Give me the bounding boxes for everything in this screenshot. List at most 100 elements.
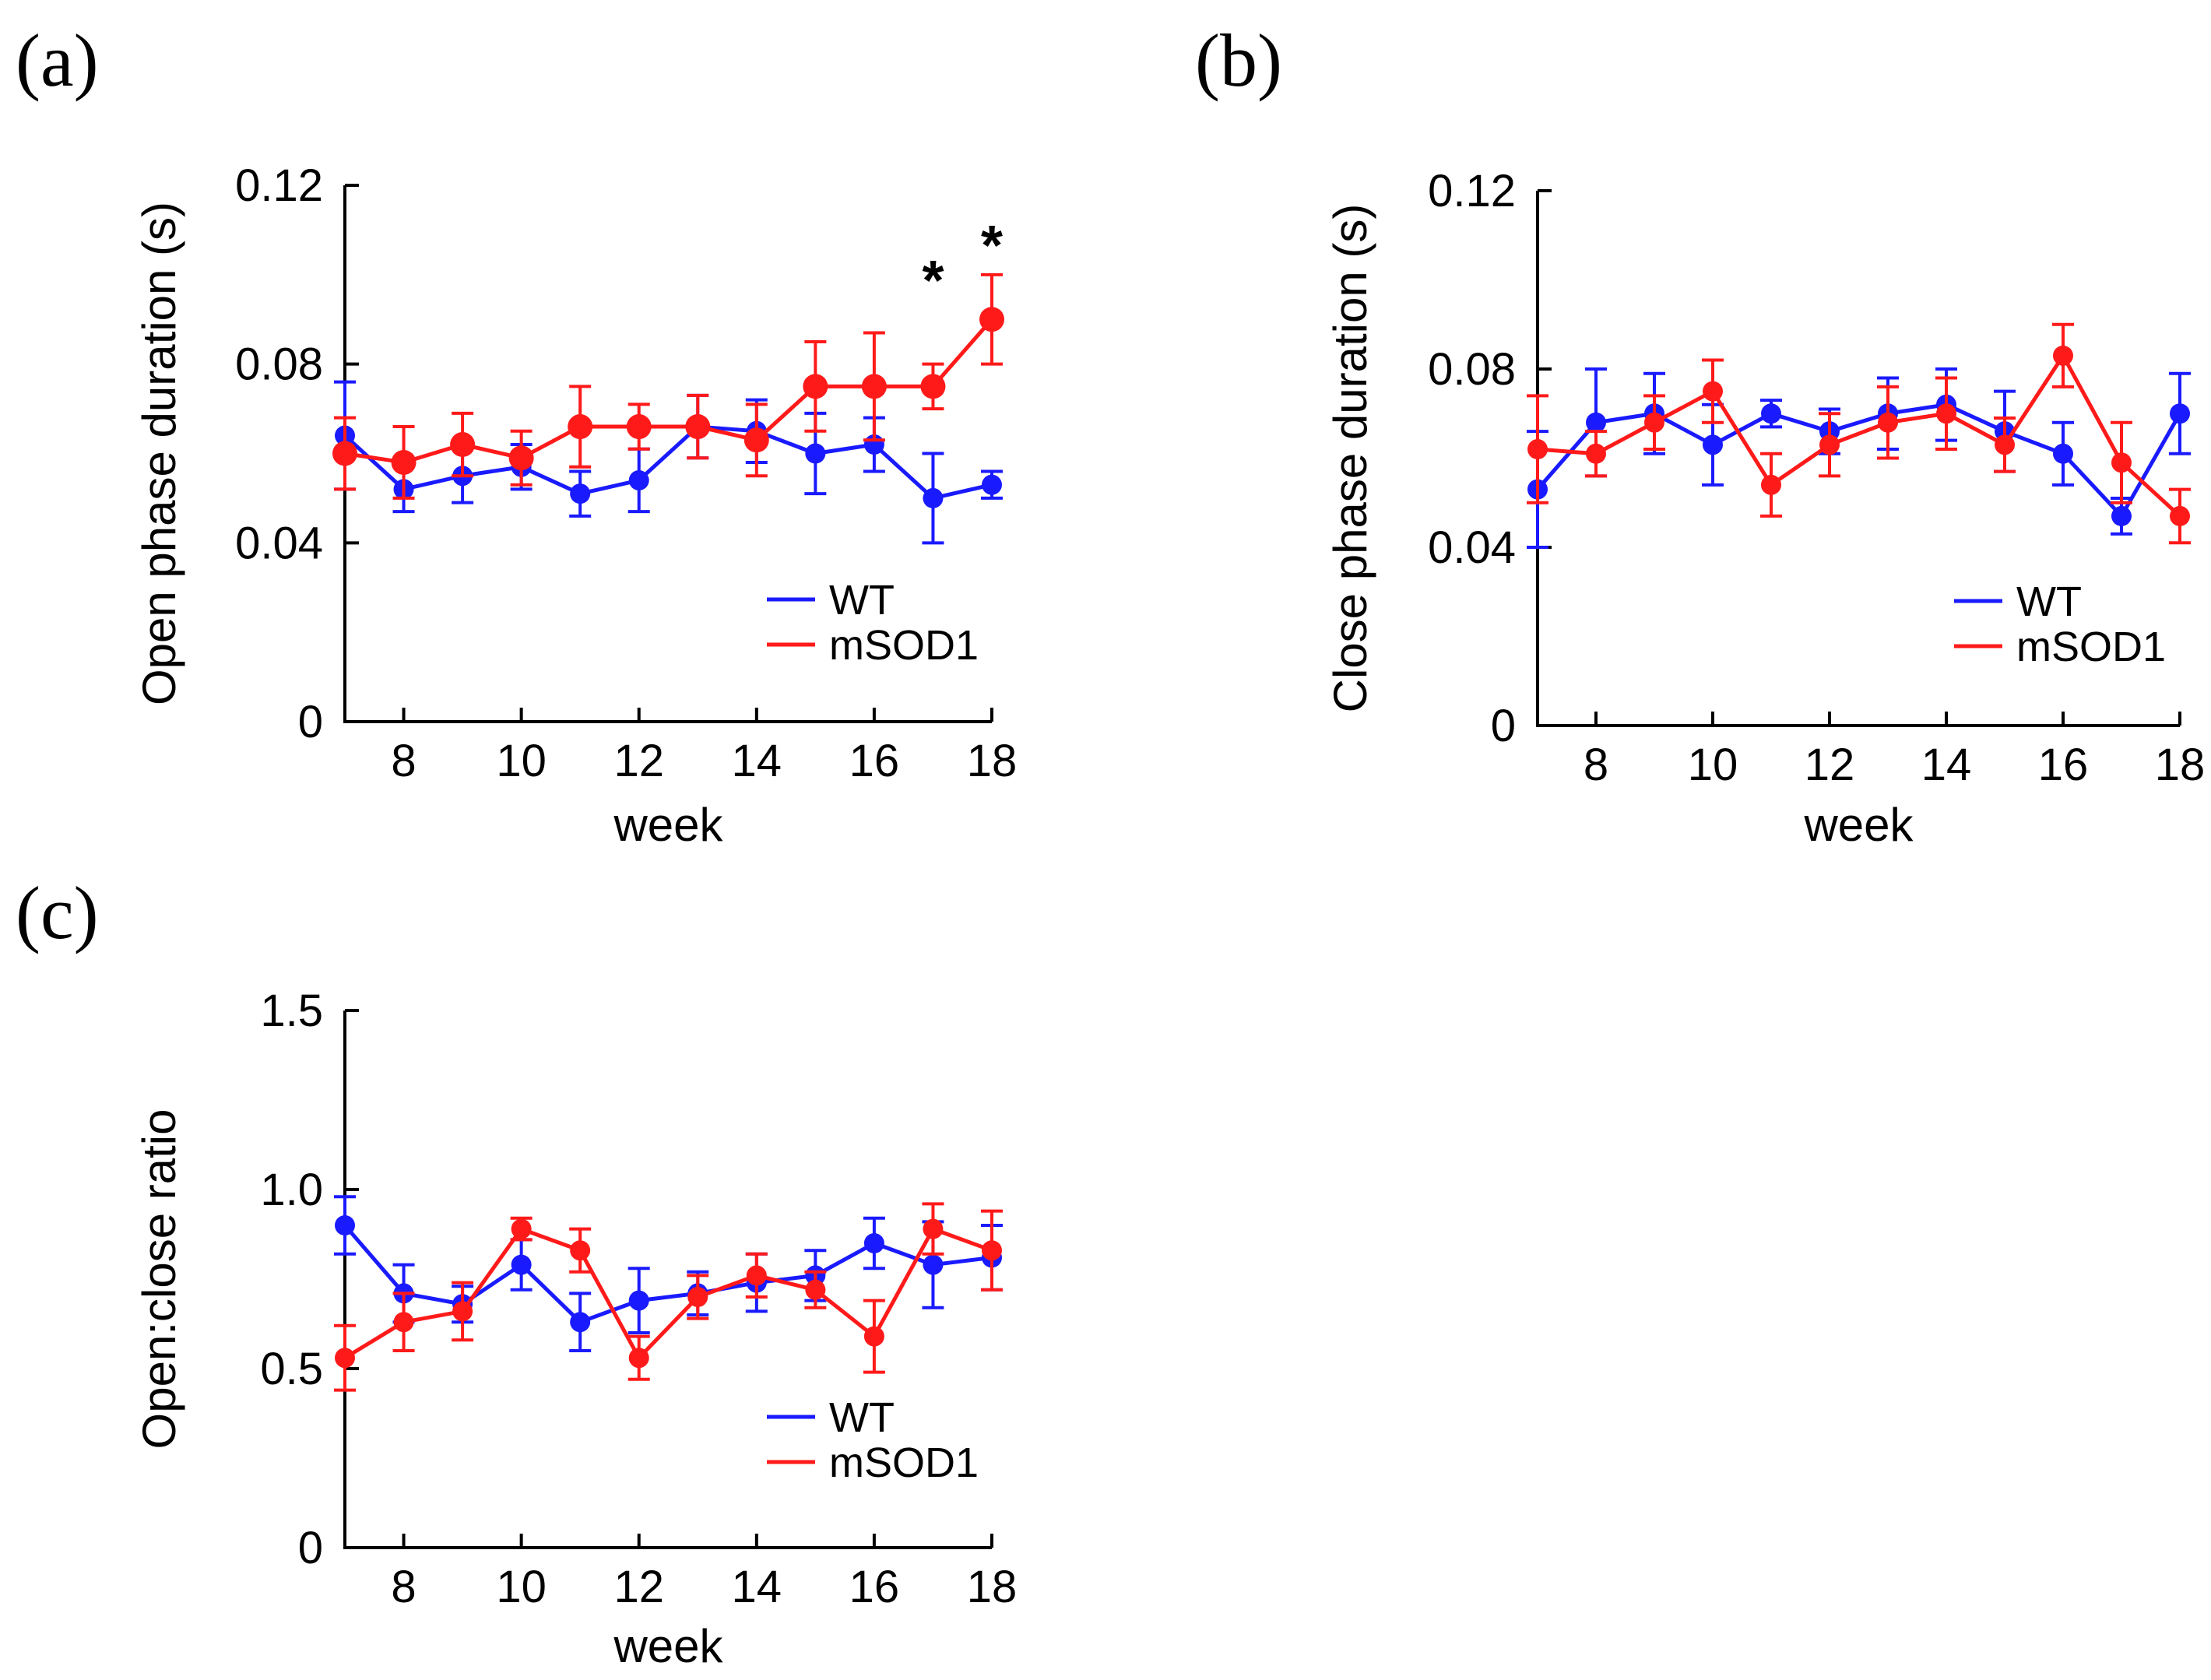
- y-tick-label: 1.0: [260, 1165, 323, 1215]
- data-point: [2053, 345, 2073, 366]
- series-line: [344, 318, 993, 465]
- y-tick-label: 0: [298, 697, 323, 747]
- x-tick-label: 10: [1688, 740, 1738, 790]
- data-point: [2111, 452, 2132, 473]
- y-tick-label: 0: [1491, 701, 1516, 751]
- y-tick-label: 0.12: [235, 160, 323, 211]
- data-point: [568, 414, 593, 440]
- data-point: [1878, 412, 1898, 433]
- x-tick-label: 12: [613, 736, 664, 786]
- legend-label: mSOD1: [829, 1439, 979, 1486]
- x-tick-label: 8: [1584, 740, 1608, 790]
- y-tick-label: 1.5: [260, 986, 323, 1036]
- data-point: [2111, 505, 2132, 526]
- data-point: [391, 449, 417, 475]
- data-point: [335, 1348, 355, 1369]
- legend-label: WT: [2016, 578, 2082, 625]
- data-point: [1819, 434, 1840, 455]
- data-point: [626, 414, 652, 440]
- y-tick-label: 0.12: [1428, 166, 1516, 216]
- legend-label: WT: [829, 577, 895, 624]
- data-point: [920, 374, 946, 399]
- data-point: [923, 1218, 944, 1239]
- y-tick-label: 0: [298, 1523, 323, 1573]
- series-msod1: [334, 1202, 1003, 1392]
- x-axis-title: week: [613, 799, 723, 851]
- series-line: [343, 1226, 993, 1362]
- data-point: [861, 374, 887, 399]
- x-tick-label: 8: [391, 736, 416, 786]
- series-msod1: [1527, 322, 2191, 545]
- y-tick-label: 0.08: [235, 339, 323, 390]
- y-tick-label: 0.04: [1428, 522, 1516, 573]
- data-point: [1936, 403, 1956, 424]
- series-msod1: [332, 272, 1004, 500]
- data-point: [923, 487, 944, 508]
- chart-panel-c: (c) 0 0.5 1.0 1.5 8 10 12 14 16 18 week Open:close r…: [16, 871, 1017, 1672]
- series-wt: [334, 380, 1003, 545]
- x-tick-label: 14: [732, 736, 782, 786]
- data-point: [335, 1215, 355, 1235]
- data-point: [982, 1240, 1002, 1261]
- data-point: [1761, 474, 1781, 495]
- data-point: [979, 307, 1004, 332]
- y-tick-label: 0.08: [1428, 344, 1516, 395]
- x-tick-label: 14: [732, 1562, 782, 1612]
- data-point: [1586, 443, 1606, 464]
- data-point: [1527, 439, 1548, 460]
- data-point: [685, 414, 711, 440]
- y-axis-title: Open:close ratio: [133, 1109, 185, 1450]
- data-point: [628, 1290, 649, 1311]
- legend-label: mSOD1: [2016, 624, 2166, 670]
- data-point: [511, 1218, 532, 1239]
- series-line: [1537, 351, 2181, 518]
- data-point: [2053, 443, 2073, 464]
- x-tick-label: 18: [967, 1562, 1018, 1612]
- data-point: [1995, 434, 2015, 455]
- x-tick-label: 8: [391, 1562, 416, 1612]
- y-axis-title: Open phase duration (s): [133, 202, 185, 705]
- y-tick-label: 0.5: [260, 1344, 323, 1394]
- data-point: [1761, 403, 1781, 424]
- x-tick-label: 10: [496, 1562, 547, 1612]
- x-axis-title: week: [613, 1620, 723, 1672]
- data-point: [2170, 403, 2190, 424]
- series-line: [1536, 402, 2182, 520]
- legend-label: mSOD1: [829, 622, 979, 669]
- panel-letter: (c): [16, 871, 99, 954]
- data-point: [1586, 412, 1606, 433]
- x-tick-label: 16: [849, 736, 900, 786]
- data-point: [570, 1240, 591, 1261]
- x-tick-label: 14: [1921, 740, 1972, 790]
- data-point: [332, 441, 357, 466]
- data-point: [863, 1233, 884, 1253]
- data-point: [805, 443, 826, 464]
- data-point: [2170, 505, 2190, 526]
- data-point: [803, 374, 828, 399]
- data-point: [628, 469, 649, 490]
- data-point: [746, 1265, 767, 1286]
- data-point: [923, 1254, 944, 1275]
- x-tick-label: 12: [613, 1562, 664, 1612]
- data-point: [628, 1348, 649, 1369]
- series-line: [343, 424, 993, 501]
- data-point: [1703, 434, 1723, 455]
- data-point: [508, 445, 534, 471]
- significance-star: *: [922, 250, 944, 312]
- x-tick-label: 18: [2155, 740, 2206, 790]
- chart-panel-a: (a) 0 0.04 0.08 0.12 8 10 12 14 16 18 week Open phas…: [16, 19, 1017, 851]
- series-line: [343, 1224, 993, 1325]
- data-point: [511, 1254, 532, 1275]
- data-point: [393, 1312, 414, 1333]
- data-point: [450, 432, 476, 458]
- x-tick-label: 16: [849, 1562, 900, 1612]
- x-tick-label: 12: [1805, 740, 1855, 790]
- data-point: [1703, 381, 1723, 402]
- panel-letter: (a): [16, 19, 99, 102]
- data-point: [687, 1287, 708, 1307]
- significance-star: *: [981, 215, 1003, 277]
- data-point: [452, 1301, 473, 1322]
- y-tick-label: 0.04: [235, 518, 323, 568]
- data-point: [570, 483, 591, 504]
- x-tick-label: 10: [496, 736, 547, 786]
